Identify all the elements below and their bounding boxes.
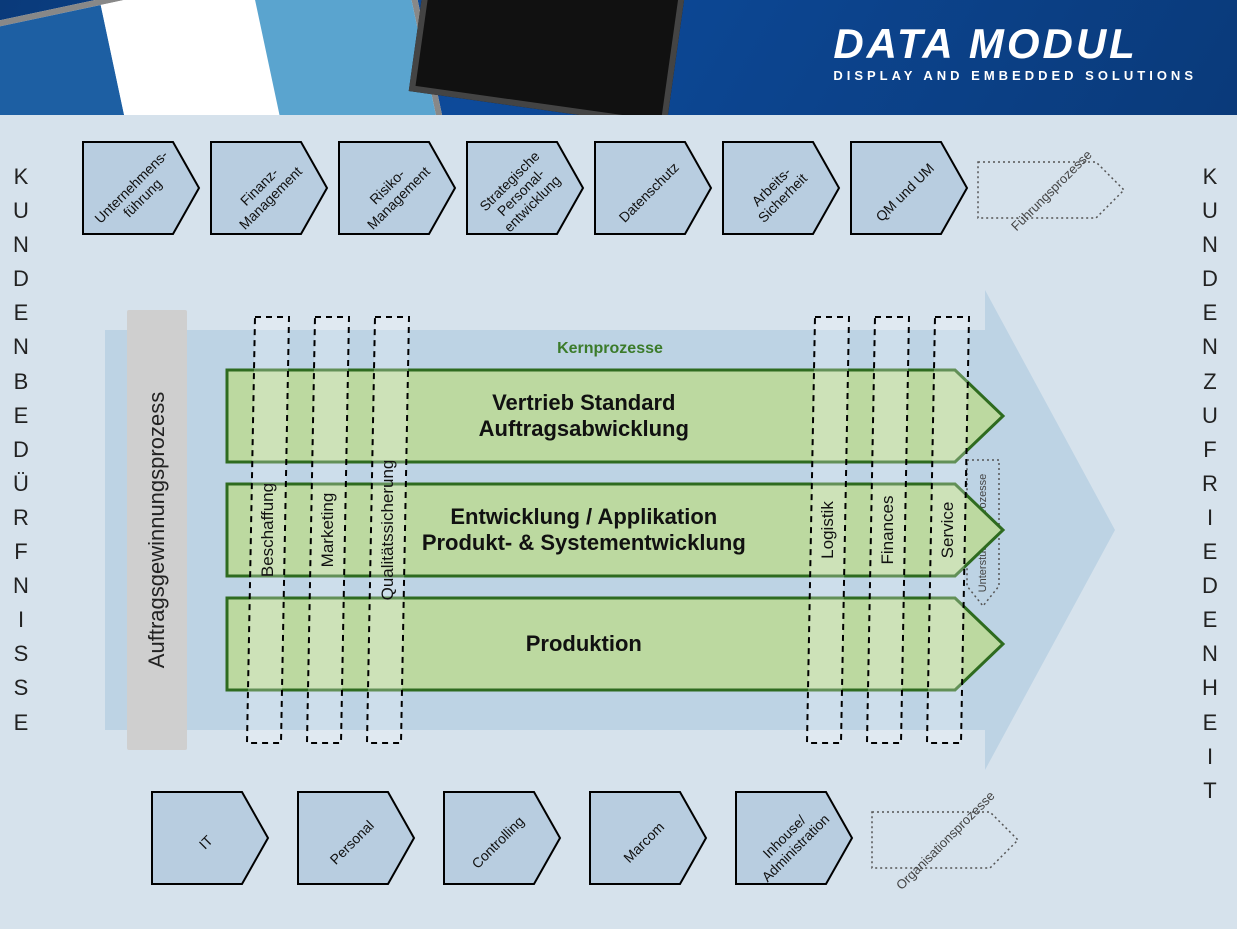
- header-graphic-left: [0, 0, 466, 115]
- bottom-arrow-label-4: Inhouse/Administration: [711, 755, 878, 922]
- side-label-left: KUNDENBEDÜRFNISSE: [6, 140, 42, 910]
- band-label-left-2: Qualitätssicherung: [173, 507, 603, 553]
- bottom-arrow-0: IT: [140, 790, 280, 886]
- bottom-arrow-2: Controlling: [432, 790, 572, 886]
- logo-subtitle: DISPLAY AND EMBEDDED SOLUTIONS: [833, 68, 1197, 83]
- top-arrow-3: StrategischePersonal-entwicklung: [464, 140, 586, 236]
- top-arrow-4: Datenschutz: [592, 140, 714, 236]
- top-arrow-2: Risiko-Management: [336, 140, 458, 236]
- top-arrow-0: Unternehmens-führung: [80, 140, 202, 236]
- header-graphic-right: [409, 0, 692, 115]
- center-block: Auftragsgewinnungsprozess Kernprozesse U…: [105, 290, 1115, 770]
- bottom-arrow-label-1: Personal: [273, 755, 440, 922]
- top-arrow-label-1: Finanz-Management: [192, 111, 346, 265]
- bottom-arrow-3: Marcom: [578, 790, 718, 886]
- top-arrow-6: QM und UM: [848, 140, 970, 236]
- top-arrow-label-4: Datenschutz: [576, 111, 730, 265]
- band-left-2: Qualitätssicherung: [365, 315, 411, 745]
- top-arrow-5: Arbeits-Sicherheit: [720, 140, 842, 236]
- top-arrow-label-6: QM und UM: [832, 111, 986, 265]
- top-dashed-tag: Führungsprozesse: [976, 160, 1126, 220]
- header-banner: DATA MODUL DISPLAY AND EMBEDDED SOLUTION…: [0, 0, 1237, 115]
- top-arrow-1: Finanz-Management: [208, 140, 330, 236]
- top-arrow-label-2: Risiko-Management: [320, 111, 474, 265]
- logo-title: DATA MODUL: [833, 20, 1197, 68]
- bottom-arrow-label-0: IT: [127, 755, 294, 922]
- top-arrow-label-3: StrategischePersonal-entwicklung: [448, 111, 602, 265]
- bottom-arrow-4: Inhouse/Administration: [724, 790, 864, 886]
- top-arrow-label-5: Arbeits-Sicherheit: [704, 111, 858, 265]
- bottom-arrow-label-2: Controlling: [419, 755, 586, 922]
- side-label-right: KUNDENZUFRIEDENHEIT: [1195, 140, 1231, 910]
- band-label-right-2: Service: [733, 507, 1163, 553]
- top-arrow-label-0: Unternehmens-führung: [64, 111, 218, 265]
- bottom-dashed-tag: Organisationsprozesse: [870, 810, 1020, 870]
- top-process-row: Unternehmens-führung Finanz-Management R…: [80, 140, 1157, 270]
- bottom-arrow-1: Personal: [286, 790, 426, 886]
- bottom-process-row: IT Personal Controlling Marcom Inhouse/A…: [140, 790, 1157, 920]
- logo: DATA MODUL DISPLAY AND EMBEDDED SOLUTION…: [833, 20, 1197, 83]
- band-right-2: Service: [925, 315, 971, 745]
- bottom-arrow-label-3: Marcom: [565, 755, 732, 922]
